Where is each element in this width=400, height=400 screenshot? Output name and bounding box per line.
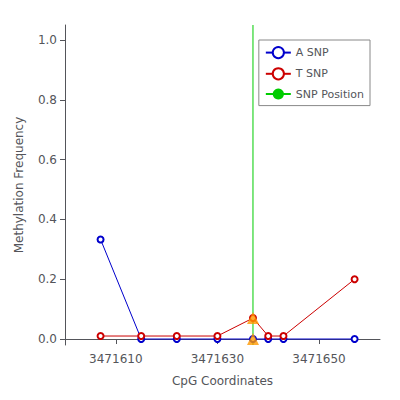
svg-text:0.0: 0.0 (38, 332, 57, 346)
svg-text:A SNP: A SNP (296, 46, 329, 59)
svg-text:SNP Position: SNP Position (296, 88, 364, 101)
svg-text:0.4: 0.4 (38, 212, 57, 226)
svg-text:3471610: 3471610 (89, 352, 142, 366)
svg-text:1.0: 1.0 (38, 33, 57, 47)
svg-text:3471630: 3471630 (191, 352, 244, 366)
svg-text:Methylation Frequency: Methylation Frequency (12, 117, 26, 254)
svg-text:3471650: 3471650 (292, 352, 345, 366)
svg-text:0.8: 0.8 (38, 93, 57, 107)
svg-text:0.2: 0.2 (38, 272, 57, 286)
svg-text:T SNP: T SNP (295, 67, 328, 80)
svg-text:CpG Coordinates: CpG Coordinates (172, 374, 273, 388)
svg-text:0.6: 0.6 (38, 153, 57, 167)
